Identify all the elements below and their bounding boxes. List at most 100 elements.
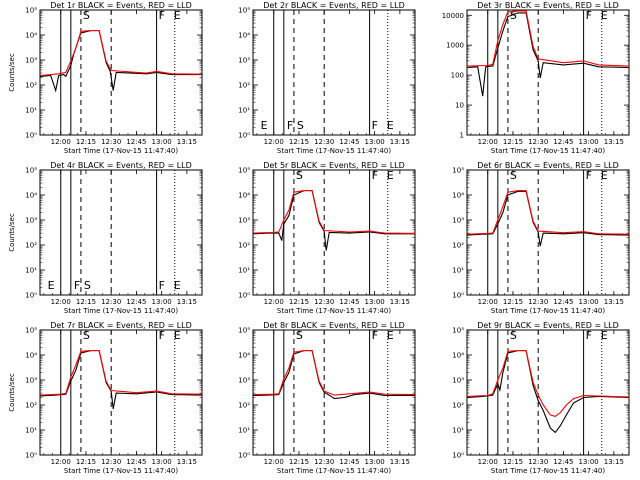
panel-title: Det 7r BLACK = Events, RED = LLD bbox=[50, 321, 192, 330]
y-tick-label: 10¹ bbox=[238, 107, 250, 115]
plot-frame bbox=[466, 329, 630, 456]
flag-e: E bbox=[48, 279, 55, 292]
y-tick-label: 100 bbox=[451, 72, 464, 80]
series-line-events bbox=[253, 350, 415, 400]
x-axis-label: Start Time (17-Nov-15 11:47:40) bbox=[277, 147, 391, 155]
panel-title: Det 4r BLACK = Events, RED = LLD bbox=[50, 161, 192, 170]
x-tick-label: 12:45 bbox=[126, 298, 146, 306]
y-axis-label: Counts/sec bbox=[8, 53, 16, 92]
x-tick-label: 12:15 bbox=[503, 138, 523, 146]
x-tick-label: 13:00 bbox=[152, 298, 172, 306]
flag-s: S bbox=[83, 9, 90, 22]
plot-frame bbox=[39, 169, 203, 296]
y-tick-label: 10⁴ bbox=[238, 352, 250, 360]
y-tick-label: 10⁵ bbox=[25, 7, 37, 15]
y-axis-label: Counts/sec bbox=[8, 213, 16, 252]
x-tick-label: 12:30 bbox=[101, 138, 121, 146]
flag-e: E bbox=[387, 329, 394, 342]
y-tick-label: 10⁰ bbox=[238, 292, 250, 300]
flag-f: F bbox=[159, 9, 165, 22]
panel-title: Det 3r BLACK = Events, RED = LLD bbox=[477, 1, 619, 10]
flag-e: E bbox=[601, 329, 608, 342]
flag-f: F bbox=[586, 9, 592, 22]
x-tick-label: 12:15 bbox=[289, 298, 309, 306]
y-tick-label: 10⁰ bbox=[238, 452, 250, 460]
y-tick-label: 10⁵ bbox=[25, 327, 37, 335]
plot-frame bbox=[252, 9, 416, 136]
series-line-lld bbox=[40, 30, 202, 77]
flag-e: E bbox=[174, 279, 181, 292]
panel-title: Det 6r BLACK = Events, RED = LLD bbox=[477, 161, 619, 170]
flag-s: S bbox=[84, 279, 91, 292]
panel-title: Det 8r BLACK = Events, RED = LLD bbox=[263, 321, 405, 330]
x-tick-label: 12:15 bbox=[76, 298, 96, 306]
y-tick-label: 10000 bbox=[442, 12, 464, 20]
y-tick-label: 10¹ bbox=[238, 267, 250, 275]
y-tick-label: 10² bbox=[452, 242, 464, 250]
x-tick-label: 13:15 bbox=[390, 138, 410, 146]
y-tick-label: 10⁰ bbox=[25, 132, 37, 140]
x-tick-label: 13:00 bbox=[579, 138, 599, 146]
x-tick-label: 12:30 bbox=[314, 458, 334, 466]
panel-title: Det 2r BLACK = Events, RED = LLD bbox=[263, 1, 405, 10]
flag-f: F bbox=[586, 169, 592, 182]
x-tick-label: 12:45 bbox=[339, 138, 359, 146]
series-line-lld bbox=[467, 350, 629, 418]
y-tick-label: 10² bbox=[238, 242, 250, 250]
flag-e: E bbox=[387, 169, 394, 182]
x-tick-label: 12:45 bbox=[339, 298, 359, 306]
series-line-events bbox=[467, 350, 629, 434]
x-tick-label: 12:30 bbox=[528, 298, 548, 306]
flag-e: E bbox=[601, 9, 608, 22]
y-tick-label: 10⁴ bbox=[25, 352, 37, 360]
x-tick-label: 12:30 bbox=[528, 138, 548, 146]
series-line-lld bbox=[467, 190, 629, 235]
y-tick-label: 10⁴ bbox=[25, 192, 37, 200]
y-tick-label: 10⁰ bbox=[452, 292, 464, 300]
y-tick-label: 10⁵ bbox=[452, 167, 464, 175]
panel-9: Det 9r BLACK = Events, RED = LLD 12:00 12:… bbox=[452, 321, 630, 475]
flag-f: F bbox=[159, 329, 165, 342]
y-tick-label: 10 bbox=[455, 102, 464, 110]
x-tick-label: 12:00 bbox=[478, 138, 498, 146]
x-tick-label: 12:30 bbox=[314, 298, 334, 306]
y-tick-label: 1000 bbox=[446, 42, 464, 50]
panel-3: Det 3r BLACK = Events, RED = LLD 12:00 12:… bbox=[442, 1, 630, 155]
flag-s: S bbox=[296, 169, 303, 182]
flag-e: E bbox=[387, 119, 394, 132]
flag-s: S bbox=[510, 169, 517, 182]
series-line-events bbox=[40, 350, 202, 410]
y-tick-label: 10¹ bbox=[238, 427, 250, 435]
y-tick-label: 10⁴ bbox=[238, 192, 250, 200]
x-tick-label: 13:15 bbox=[390, 458, 410, 466]
y-tick-label: 10⁵ bbox=[238, 7, 250, 15]
x-tick-label: 12:15 bbox=[289, 458, 309, 466]
y-tick-label: 10⁵ bbox=[238, 167, 250, 175]
x-tick-label: 12:45 bbox=[126, 138, 146, 146]
x-tick-label: 12:00 bbox=[478, 458, 498, 466]
x-axis-label: Start Time (17-Nov-15 11:47:40) bbox=[491, 147, 605, 155]
series-line-lld bbox=[467, 10, 629, 67]
x-tick-label: 12:30 bbox=[101, 298, 121, 306]
x-tick-label: 12:00 bbox=[478, 298, 498, 306]
flag-f: F bbox=[586, 329, 592, 342]
series-line-events bbox=[40, 30, 202, 93]
series-line-events bbox=[253, 190, 415, 251]
x-axis-label: Start Time (17-Nov-15 11:47:40) bbox=[64, 467, 178, 475]
flag-f: F bbox=[372, 329, 378, 342]
flag-f: F bbox=[287, 119, 293, 132]
y-tick-label: 10⁵ bbox=[452, 327, 464, 335]
x-tick-label: 13:15 bbox=[390, 298, 410, 306]
x-tick-label: 12:15 bbox=[503, 458, 523, 466]
flag-s: S bbox=[83, 329, 90, 342]
x-tick-label: 12:00 bbox=[51, 138, 71, 146]
x-tick-label: 12:00 bbox=[264, 298, 284, 306]
x-tick-label: 13:15 bbox=[177, 458, 197, 466]
x-tick-label: 12:15 bbox=[76, 138, 96, 146]
plot-frame bbox=[39, 9, 203, 136]
x-tick-label: 13:00 bbox=[365, 138, 385, 146]
y-tick-label: 10⁴ bbox=[25, 32, 37, 40]
panel-1: Det 1r BLACK = Events, RED = LLD 12:00 12:… bbox=[8, 1, 203, 155]
plot-frame bbox=[252, 169, 416, 296]
